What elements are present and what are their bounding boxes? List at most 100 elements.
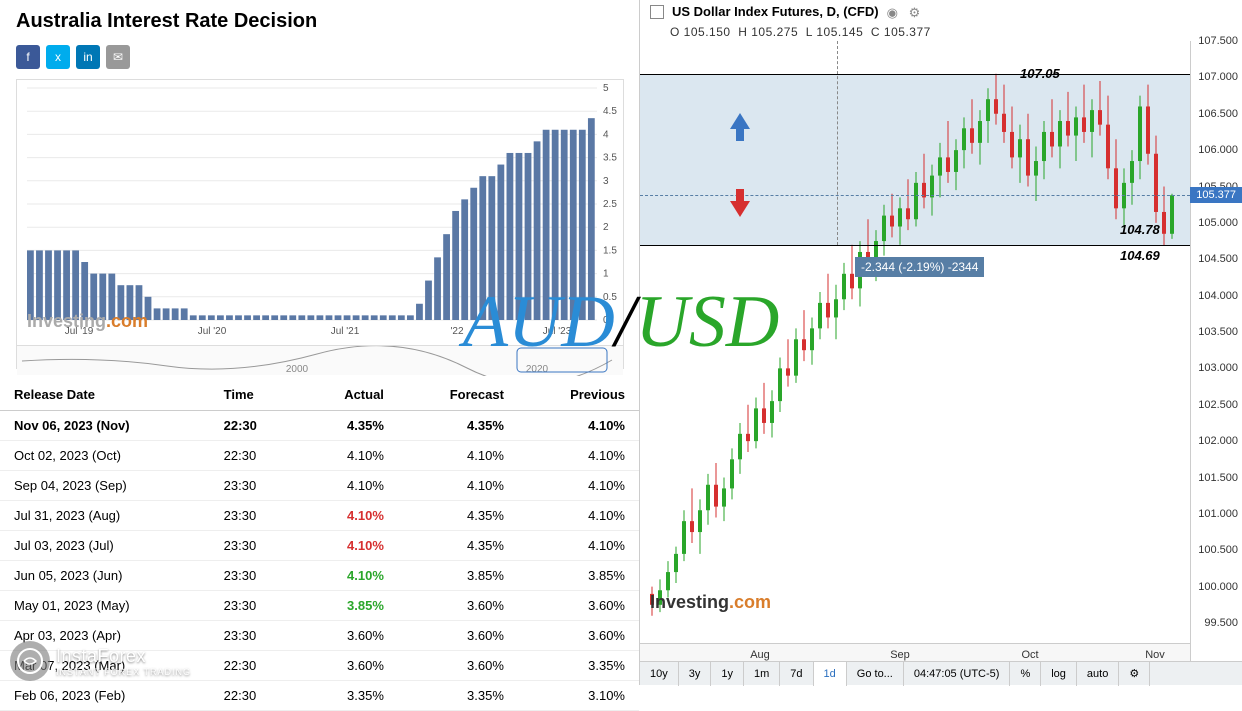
timeframe-10y[interactable]: 10y: [640, 662, 679, 686]
price-tick: 104.000: [1198, 290, 1238, 302]
svg-text:1: 1: [603, 269, 609, 280]
watermark-brand: Investing: [27, 311, 106, 331]
table-row[interactable]: Feb 06, 2023 (Feb)22:303.35%3.35%3.10%: [0, 681, 639, 711]
chart-title: US Dollar Index Futures, D, (CFD): [672, 4, 879, 19]
price-tick: 100.500: [1198, 544, 1238, 556]
investing-watermark: Investing.com: [650, 592, 771, 613]
svg-text:3: 3: [603, 176, 609, 187]
time-tick: Sep: [890, 649, 910, 661]
investing-watermark: Investing.com: [27, 311, 148, 332]
price-tick: 101.500: [1198, 472, 1238, 484]
price-axis: 99.500 100.000 100.500 101.000 101.500 102.00…: [1190, 41, 1242, 663]
svg-text:Jul '21: Jul '21: [331, 326, 360, 337]
table-row[interactable]: Apr 03, 2023 (Apr)23:303.60%3.60%3.60%: [0, 621, 639, 651]
watermark-suffix: .com: [106, 311, 148, 331]
price-tick: 103.000: [1198, 362, 1238, 374]
table-row[interactable]: Nov 06, 2023 (Nov)22:304.35%4.35%4.10%: [0, 411, 639, 441]
settings-icon[interactable]: ⚙: [909, 5, 923, 19]
share-x-button[interactable]: x: [46, 45, 70, 69]
time-axis: Aug Sep Oct Nov: [640, 643, 1190, 663]
table-row[interactable]: Oct 02, 2023 (Oct)22:304.10%4.10%4.10%: [0, 441, 639, 471]
price-tick: 107.500: [1198, 35, 1238, 47]
price-tick: 103.500: [1198, 326, 1238, 338]
share-linkedin-button[interactable]: in: [76, 45, 100, 69]
ohlc-row: O 105.150 H 105.275 L 105.145 C 105.377: [640, 23, 1242, 41]
svg-text:Jul '23: Jul '23: [543, 326, 572, 337]
table-row[interactable]: Jul 31, 2023 (Aug)23:304.10%4.35%4.10%: [0, 501, 639, 531]
price-tick: 99.500: [1204, 617, 1238, 629]
price-annotation: 107.05: [1020, 66, 1060, 81]
table-row[interactable]: May 01, 2023 (May)23:303.85%3.60%3.60%: [0, 591, 639, 621]
releases-table: Release DateTimeActualForecastPrevious N…: [0, 379, 639, 711]
price-tick: 104.500: [1198, 253, 1238, 265]
table-row[interactable]: Jun 05, 2023 (Jun)23:304.10%3.85%3.85%: [0, 561, 639, 591]
price-tick: 107.000: [1198, 71, 1238, 83]
timeframe-1m[interactable]: 1m: [744, 662, 780, 686]
price-annotation: 104.78: [1120, 222, 1160, 237]
timeframe-044705UTC5[interactable]: 04:47:05 (UTC-5): [904, 662, 1011, 686]
watermark-suffix: .com: [729, 592, 771, 612]
right-panel: US Dollar Index Futures, D, (CFD) ◉ ⚙ O …: [640, 0, 1242, 685]
svg-text:3.5: 3.5: [603, 153, 617, 164]
table-header: Time: [210, 379, 299, 411]
svg-text:Jul '20: Jul '20: [198, 326, 227, 337]
svg-text:4.5: 4.5: [603, 106, 617, 117]
table-header: Release Date: [0, 379, 210, 411]
left-panel: Australia Interest Rate Decision f x in …: [0, 0, 640, 685]
change-note: -2.344 (-2.19%) -2344: [855, 257, 984, 277]
price-tick: 106.500: [1198, 108, 1238, 120]
live-price-label: 105.377: [1190, 187, 1242, 203]
timeframe-log[interactable]: log: [1041, 662, 1077, 686]
svg-text:0.5: 0.5: [603, 292, 617, 303]
price-tick: 102.000: [1198, 435, 1238, 447]
price-tick: 100.000: [1198, 581, 1238, 593]
share-email-button[interactable]: ✉: [106, 45, 130, 69]
svg-text:2020: 2020: [526, 364, 549, 375]
visibility-icon[interactable]: ◉: [887, 5, 901, 19]
ohlc-close: 105.377: [884, 25, 931, 39]
price-tick: 102.500: [1198, 399, 1238, 411]
social-row: f x in ✉: [0, 41, 639, 79]
timeframe-toolbar: 10y3y1y1m7d1dGo to...04:47:05 (UTC-5)%lo…: [640, 661, 1242, 685]
table-header: Actual: [299, 379, 398, 411]
ohlc-open: 105.150: [684, 25, 731, 39]
price-annotation: 104.69: [1120, 248, 1160, 263]
candlestick-chart[interactable]: 99.500 100.000 100.500 101.000 101.500 102.00…: [640, 41, 1242, 663]
timeframe-Goto[interactable]: Go to...: [847, 662, 904, 686]
rate-bar-chart: 00.511.522.533.544.55Jul '19Jul '20Jul '…: [16, 79, 624, 369]
timeframe-1d[interactable]: 1d: [814, 662, 847, 686]
chart-header: US Dollar Index Futures, D, (CFD) ◉ ⚙: [640, 0, 1242, 23]
chart-brush[interactable]: 2000 2020: [17, 345, 623, 375]
ohlc-high: 105.275: [751, 25, 798, 39]
price-tick: 106.000: [1198, 144, 1238, 156]
price-tick: 101.000: [1198, 508, 1238, 520]
table-row[interactable]: Jul 03, 2023 (Jul)23:304.10%4.35%4.10%: [0, 531, 639, 561]
table-header: Previous: [518, 379, 639, 411]
svg-text:5: 5: [603, 83, 609, 94]
svg-text:2.5: 2.5: [603, 199, 617, 210]
symbol-icon: [650, 5, 664, 19]
timeframe-3y[interactable]: 3y: [679, 662, 712, 686]
svg-text:'22: '22: [450, 326, 463, 337]
svg-text:2000: 2000: [286, 364, 309, 375]
price-tick: 105.000: [1198, 217, 1238, 229]
table-header: Forecast: [398, 379, 518, 411]
svg-text:4: 4: [603, 129, 609, 140]
table-row[interactable]: Sep 04, 2023 (Sep)23:304.10%4.10%4.10%: [0, 471, 639, 501]
timeframe-auto[interactable]: auto: [1077, 662, 1119, 686]
time-tick: Oct: [1021, 649, 1038, 661]
ohlc-low: 105.145: [816, 25, 863, 39]
table-row[interactable]: Mar 07, 2023 (Mar)22:303.60%3.60%3.35%: [0, 651, 639, 681]
timeframe-1y[interactable]: 1y: [711, 662, 744, 686]
svg-text:1.5: 1.5: [603, 245, 617, 256]
timeframe-7d[interactable]: 7d: [780, 662, 813, 686]
watermark-brand: Investing: [650, 592, 729, 612]
page-title: Australia Interest Rate Decision: [0, 0, 639, 41]
timeframe-[interactable]: %: [1010, 662, 1041, 686]
svg-text:0: 0: [603, 315, 609, 326]
svg-text:2: 2: [603, 222, 609, 233]
share-facebook-button[interactable]: f: [16, 45, 40, 69]
toolbar-settings-icon[interactable]: ⚙: [1119, 662, 1150, 686]
time-tick: Nov: [1145, 649, 1165, 661]
time-tick: Aug: [750, 649, 770, 661]
